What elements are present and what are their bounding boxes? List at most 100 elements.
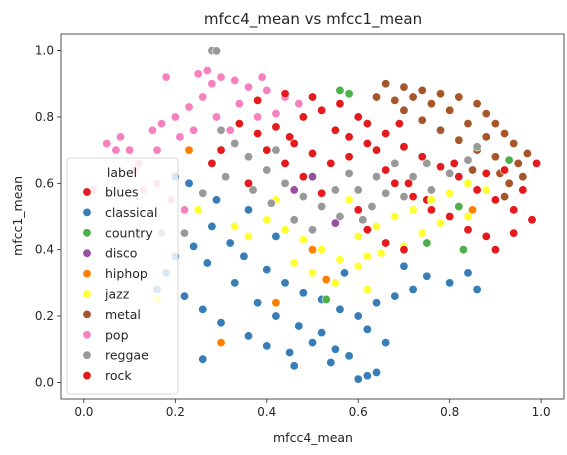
legend-label-country: country <box>105 225 153 240</box>
scatter-point-reggae <box>211 46 221 56</box>
scatter-point-rock <box>280 158 290 168</box>
scatter-point-classical <box>207 221 217 231</box>
scatter-point-classical <box>198 354 208 364</box>
scatter-point-classical <box>472 284 482 294</box>
scatter-point-pop <box>193 69 203 79</box>
scatter-point-reggae <box>216 125 226 135</box>
scatter-point-country <box>458 245 468 255</box>
scatter-point-metal <box>509 139 519 149</box>
scatter-point-blues <box>381 165 391 175</box>
scatter-point-jazz <box>362 284 372 294</box>
scatter-point-classical <box>326 357 336 367</box>
scatter-point-reggae <box>422 158 432 168</box>
scatter-point-metal <box>522 148 532 158</box>
scatter-point-pop <box>262 85 272 95</box>
scatter-point-classical <box>280 278 290 288</box>
scatter-point-pop <box>216 72 226 82</box>
scatter-point-jazz <box>335 255 345 265</box>
scatter-point-pop <box>102 139 112 149</box>
scatter-point-blues <box>353 205 363 215</box>
scatter-point-reggae <box>298 192 308 202</box>
scatter-point-pop <box>207 79 217 89</box>
scatter-point-rock <box>372 145 382 155</box>
scatter-point-jazz <box>280 225 290 235</box>
scatter-point-disco <box>307 172 317 182</box>
scatter-point-rock <box>362 119 372 129</box>
scatter-point-rock <box>509 228 519 238</box>
scatter-point-jazz <box>463 212 473 222</box>
scatter-point-pop <box>211 112 221 122</box>
scatter-point-jazz <box>463 178 473 188</box>
scatter-point-metal <box>445 105 455 115</box>
scatter-point-rock <box>353 112 363 122</box>
scatter-point-jazz <box>362 251 372 261</box>
scatter-point-classical <box>211 195 221 205</box>
scatter-point-rock <box>207 158 217 168</box>
scatter-point-jazz <box>298 235 308 245</box>
y-axis-title: mfcc1_mean <box>10 176 25 256</box>
scatter-point-classical <box>408 284 418 294</box>
scatter-point-classical <box>285 348 295 358</box>
scatter-point-hiphop <box>468 205 478 215</box>
scatter-point-jazz <box>317 245 327 255</box>
scatter-point-metal <box>490 152 500 162</box>
legend-label-disco: disco <box>105 246 137 261</box>
scatter-point-metal <box>399 82 409 92</box>
scatter-point-reggae <box>271 145 281 155</box>
scatter-point-jazz <box>243 231 253 241</box>
y-tick-label: 0.0 <box>35 375 54 389</box>
scatter-point-reggae <box>472 142 482 152</box>
scatter-point-reggae <box>426 185 436 195</box>
scatter-point-classical <box>390 291 400 301</box>
scatter-point-country <box>454 202 464 212</box>
scatter-point-rock <box>436 162 446 172</box>
scatter-point-reggae <box>344 168 354 178</box>
scatter-point-jazz <box>417 228 427 238</box>
scatter-point-rock <box>317 105 327 115</box>
scatter-point-hiphop <box>216 338 226 348</box>
scatter-point-reggae <box>399 192 409 202</box>
scatter-point-reggae <box>221 172 231 182</box>
x-tick-label: 0.2 <box>166 405 185 419</box>
scatter-point-pop <box>243 82 253 92</box>
scatter-point-metal <box>381 79 391 89</box>
scatter-point-metal <box>390 95 400 105</box>
scatter-point-jazz <box>289 258 299 268</box>
scatter-point-metal <box>513 158 523 168</box>
scatter-point-classical <box>184 178 194 188</box>
scatter-point-pop <box>175 132 185 142</box>
scatter-point-pop <box>257 72 267 82</box>
scatter-point-metal <box>399 105 409 115</box>
scatter-point-pop <box>234 99 244 109</box>
scatter-point-reggae <box>230 139 240 149</box>
scatter-point-rock <box>326 158 336 168</box>
scatter-point-jazz <box>230 221 240 231</box>
x-tick-label: 0.0 <box>74 405 93 419</box>
scatter-point-metal <box>481 132 491 142</box>
scatter-point-pop <box>111 145 121 155</box>
scatter-point-rock <box>253 129 263 139</box>
scatter-point-blues <box>449 158 459 168</box>
scatter-point-classical <box>239 251 249 261</box>
scatter-point-rock <box>390 178 400 188</box>
scatter-point-rock <box>481 231 491 241</box>
scatter-point-metal <box>417 85 427 95</box>
scatter-point-rock <box>527 215 537 225</box>
scatter-point-country <box>335 85 345 95</box>
scatter-point-rock <box>481 168 491 178</box>
scatter-point-jazz <box>481 185 491 195</box>
scatter-point-reggae <box>266 198 276 208</box>
scatter-point-rock <box>381 129 391 139</box>
scatter-point-rock <box>335 99 345 109</box>
scatter-point-metal <box>454 135 464 145</box>
scatter-point-country <box>344 89 354 99</box>
scatter-point-classical <box>253 298 263 308</box>
scatter-point-jazz <box>193 205 203 215</box>
scatter-point-classical <box>340 268 350 278</box>
scatter-point-jazz <box>344 195 354 205</box>
scatter-point-pop <box>230 75 240 85</box>
scatter-point-jazz <box>390 212 400 222</box>
scatter-point-classical <box>372 367 382 377</box>
scatter-point-metal <box>468 165 478 175</box>
